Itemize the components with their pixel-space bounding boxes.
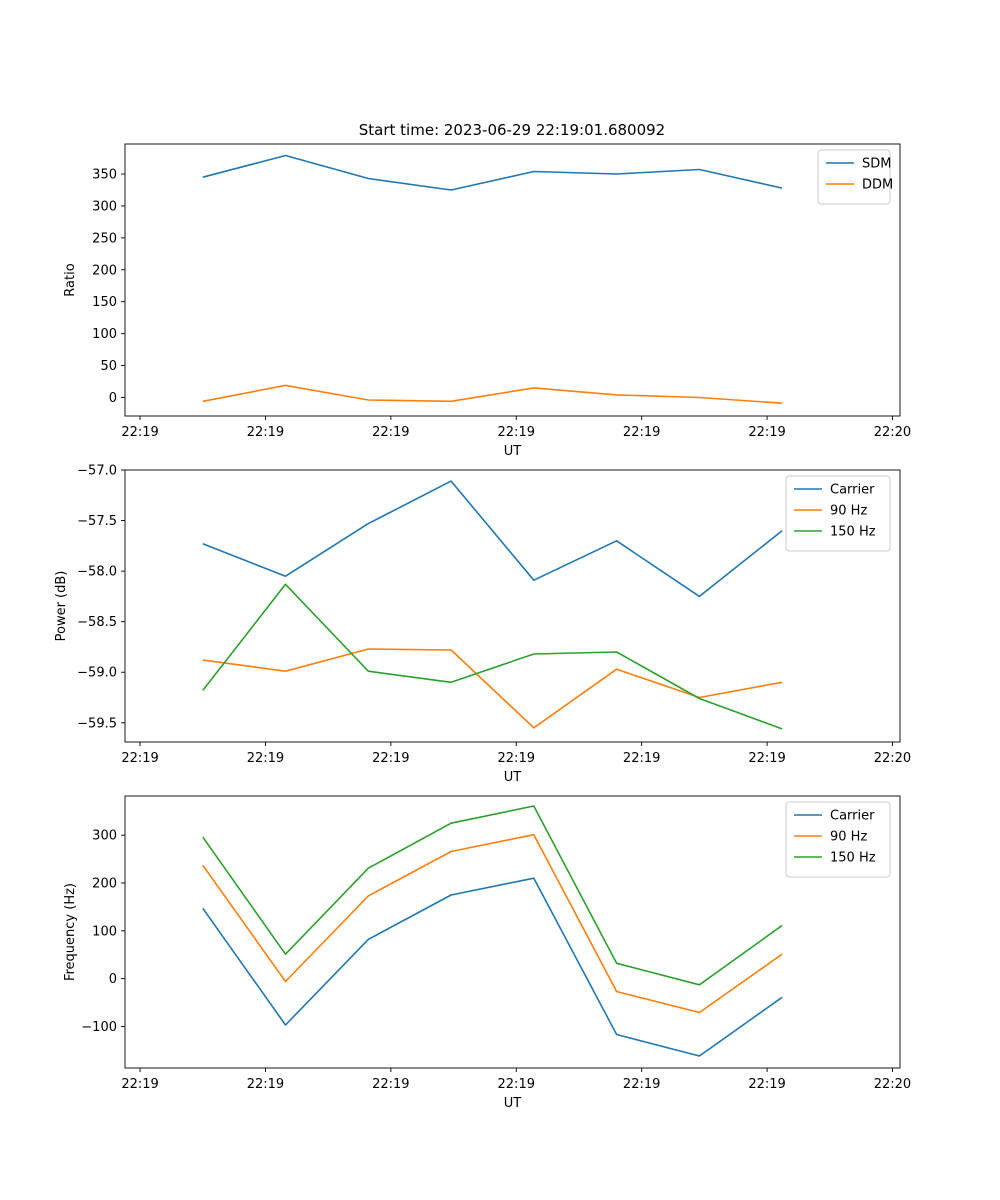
x-tick-label: 22:19 [247,425,284,440]
chart-title: Start time: 2023-06-29 22:19:01.680092 [359,121,665,139]
y-tick-label: 150 [92,295,117,310]
y-tick-label: 200 [92,877,117,892]
x-tick-label: 22:19 [623,751,660,766]
x-tick-label: 22:19 [498,1077,535,1092]
x-axis-label: UT [504,770,522,785]
legend-label: 90 Hz [830,830,867,845]
legend-label: 150 Hz [830,525,876,540]
x-tick-label: 22:19 [121,751,158,766]
y-tick-label: −59.0 [77,666,117,681]
charts: 0 50 100 150 200 250 300 350 22:19 22:19 22:19 22:1… [54,143,911,1111]
y-tick-label: 250 [92,231,117,246]
subplot-3: −100 0 100 200 300 22:19 22:19 22:19 22:19 22:19 2… [63,795,911,1111]
legend-label: 150 Hz [830,851,876,866]
legend: SDM DDM [817,149,893,205]
y-tick-label: 100 [92,327,117,342]
x-tick-label: 22:19 [372,1077,409,1092]
legend-label: Carrier [830,809,875,824]
series-line-1 [202,480,783,598]
y-tick-label: 300 [92,829,117,844]
y-tick-label: −58.5 [77,615,117,630]
axes-frame [124,469,901,743]
x-tick-label: 22:19 [498,425,535,440]
legend-label: DDM [862,178,893,193]
y-tick-label: 300 [92,199,117,214]
y-tick-label: −59.5 [77,716,117,731]
axes-frame [124,795,901,1069]
legend: Carrier 90 Hz 150 Hz [785,801,891,878]
series-line-2 [202,648,783,729]
x-tick-label: 22:19 [623,1077,660,1092]
subplot-2: −59.5 −59.0 −58.5 −58.0 −57.5 −57.0 22:19 22:19… [54,464,911,786]
series-line-3 [202,583,783,730]
y-tick-label: −57.5 [77,514,117,529]
y-tick-label: 350 [92,168,117,183]
series-line-1 [202,154,783,191]
series-line-2 [202,833,783,1014]
y-tick-label: 0 [109,972,117,987]
x-tick-label: 22:19 [372,425,409,440]
legend-label: SDM [862,157,891,172]
x-axis-label: UT [504,444,522,459]
x-tick-label: 22:19 [623,425,660,440]
y-tick-label: −100 [81,1020,117,1035]
x-tick-label: 22:19 [372,751,409,766]
y-tick-label: 0 [109,391,117,406]
legend-box [785,801,891,878]
x-tick-label: 22:19 [121,1077,158,1092]
x-tick-label: 22:19 [121,425,158,440]
legend-label: 90 Hz [830,504,867,519]
series-line-2 [202,384,783,404]
y-tick-label: −58.0 [77,565,117,580]
x-tick-label: 22:20 [874,751,911,766]
x-axis-label: UT [504,1096,522,1111]
x-tick-label: 22:19 [748,751,785,766]
y-axis-label: Frequency (Hz) [63,883,78,981]
x-tick-label: 22:19 [748,425,785,440]
y-axis-label: Ratio [63,263,78,296]
legend-label: Carrier [830,483,875,498]
x-tick-label: 22:19 [498,751,535,766]
y-tick-label: 100 [92,924,117,939]
x-tick-label: 22:19 [247,751,284,766]
y-tick-label: 200 [92,263,117,278]
y-tick-label: 50 [100,359,117,374]
legend-box [785,475,891,552]
axes-frame [124,143,901,417]
series-line-3 [202,805,783,986]
subplot-1: 0 50 100 150 200 250 300 350 22:19 22:19 22:19 22:1… [63,143,911,459]
x-tick-label: 22:19 [247,1077,284,1092]
series-line-1 [202,877,783,1057]
x-tick-label: 22:20 [874,1077,911,1092]
legend: Carrier 90 Hz 150 Hz [785,475,891,552]
x-tick-label: 22:19 [748,1077,785,1092]
y-tick-label: −57.0 [77,464,117,479]
x-tick-label: 22:20 [874,425,911,440]
y-axis-label: Power (dB) [54,571,69,642]
